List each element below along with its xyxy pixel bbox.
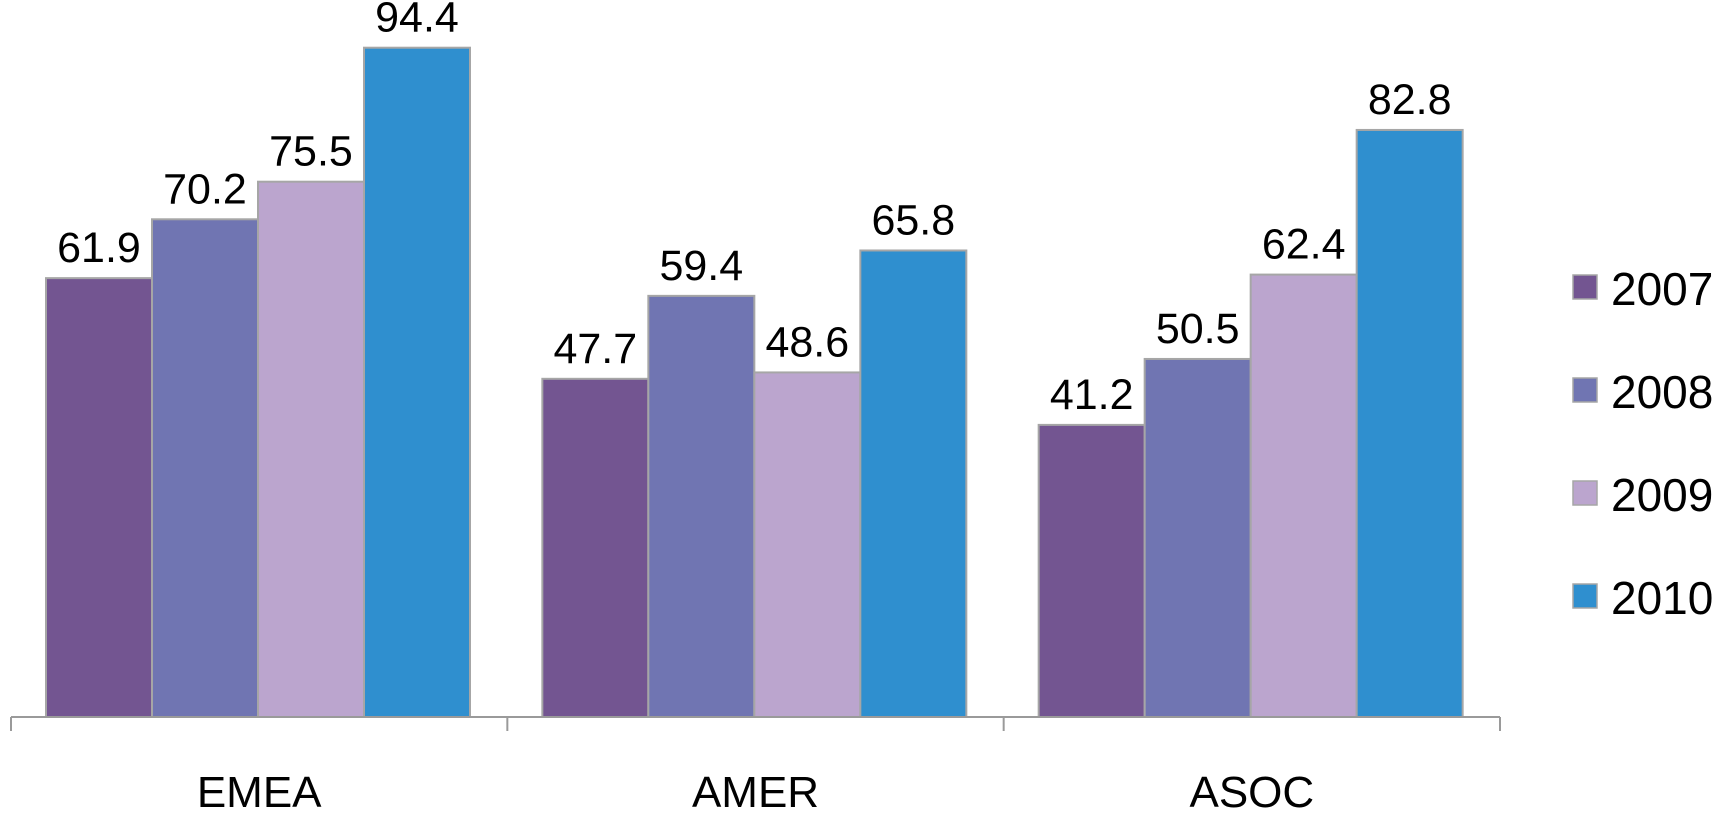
legend-label-2007: 2007 (1611, 263, 1713, 315)
legend-swatch-2007 (1572, 274, 1598, 300)
data-label-emea-2009: 75.5 (269, 128, 353, 176)
bar-asoc-2007 (1037, 423, 1146, 718)
bar-amer-2010 (859, 249, 968, 718)
bar-asoc-2009 (1249, 273, 1358, 718)
x-axis: EMEA AMER ASOC (10, 716, 1501, 817)
data-label-amer-2010: 65.8 (871, 196, 955, 244)
legend-swatch-2009 (1572, 480, 1598, 506)
bar-amer-2009 (753, 371, 862, 718)
bar-amer-2008 (647, 294, 756, 718)
legend-label-2009: 2009 (1611, 469, 1713, 521)
bar-asoc-2008 (1143, 357, 1252, 718)
data-label-asoc-2007: 41.2 (1050, 371, 1134, 419)
bars-layer (45, 46, 1464, 719)
bar-emea-2010 (363, 46, 471, 719)
data-label-amer-2007: 47.7 (553, 325, 637, 373)
data-label-amer-2008: 59.4 (659, 242, 743, 290)
data-label-emea-2008: 70.2 (163, 165, 247, 213)
legend-swatch-2010 (1572, 583, 1598, 609)
data-labels-layer: 61.9 70.2 75.5 94.4 47.7 59.4 48.6 65.8 41.2 50.5… (57, 0, 1451, 419)
data-label-asoc-2010: 82.8 (1368, 76, 1452, 124)
legend: 2007 2008 2009 2010 (1572, 263, 1713, 624)
x-tick-label-emea: EMEA (197, 768, 322, 817)
bar-emea-2008 (151, 218, 259, 718)
data-label-amer-2009: 48.6 (765, 318, 849, 366)
bar-emea-2009 (257, 180, 365, 718)
x-tick-label-asoc: ASOC (1189, 768, 1314, 817)
legend-label-2008: 2008 (1611, 366, 1713, 418)
data-label-asoc-2008: 50.5 (1156, 305, 1240, 353)
bar-asoc-2010 (1355, 128, 1464, 718)
legend-label-2010: 2010 (1611, 572, 1713, 624)
data-label-emea-2007: 61.9 (57, 224, 141, 272)
legend-swatch-2008 (1572, 377, 1598, 403)
bar-emea-2007 (45, 277, 153, 718)
bar-amer-2007 (541, 377, 650, 718)
data-label-emea-2010: 94.4 (375, 0, 459, 42)
data-label-asoc-2009: 62.4 (1262, 221, 1346, 269)
x-tick-label-amer: AMER (692, 768, 819, 817)
